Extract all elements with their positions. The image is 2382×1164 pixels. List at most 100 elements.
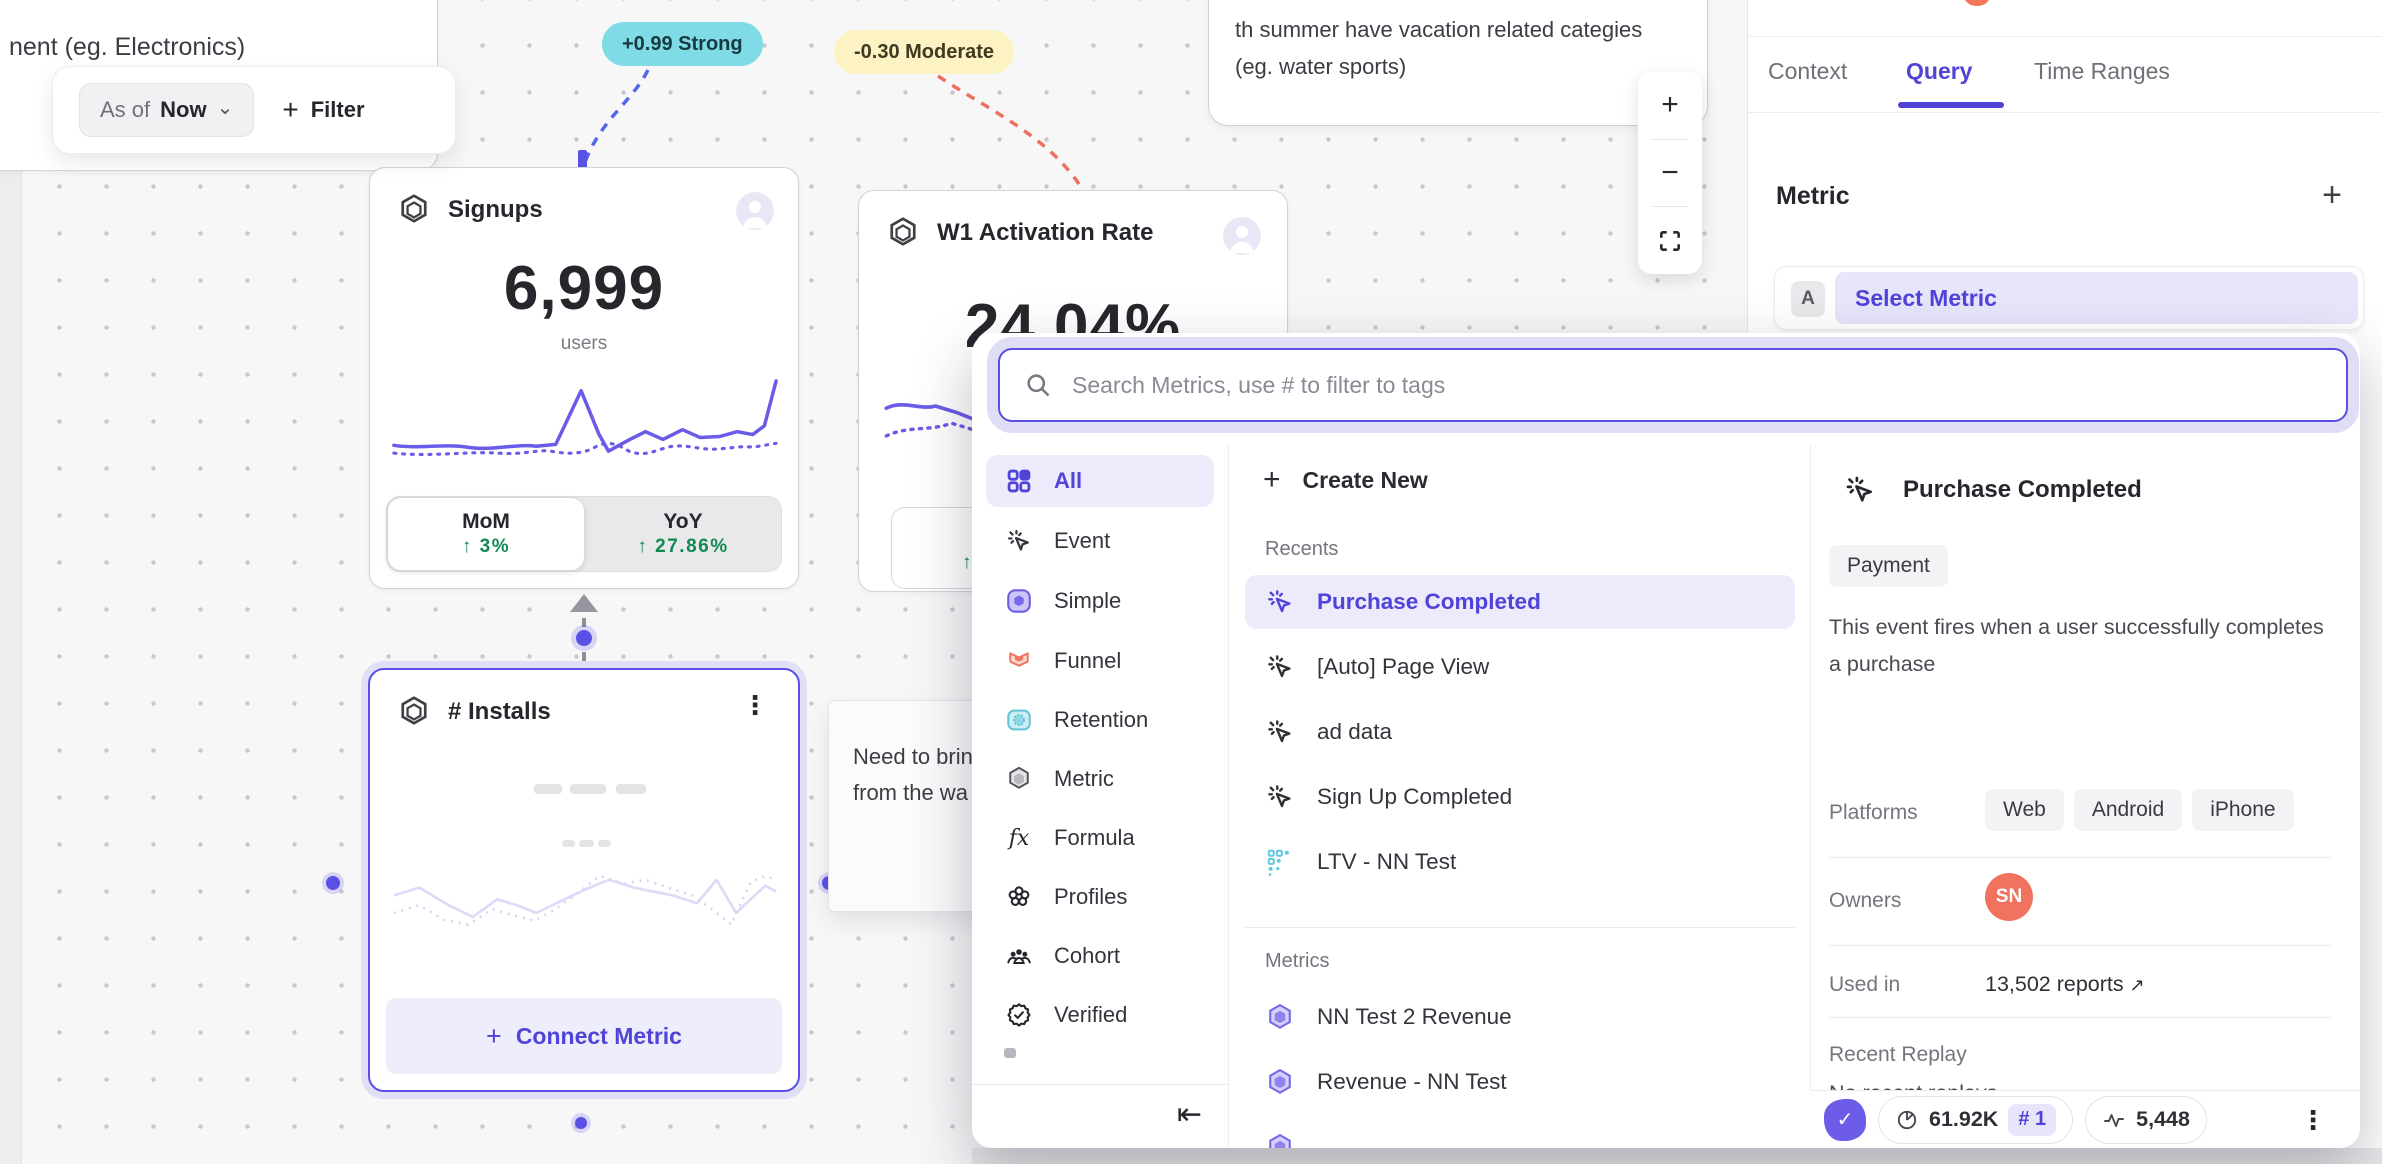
card-title: W1 Activation Rate [937, 219, 1154, 246]
event-icon [1268, 785, 1291, 808]
category-verified[interactable]: Verified [986, 989, 1214, 1041]
metric-card-installs[interactable]: # Installs ⋮ + Connect Metric [368, 668, 800, 1092]
retention-grid-icon [1267, 849, 1289, 876]
connect-metric-button[interactable]: + Connect Metric [386, 998, 782, 1074]
owner-avatar[interactable]: SN [1985, 873, 2033, 921]
list-item-sign-up-completed[interactable]: Sign Up Completed [1245, 770, 1795, 824]
category-label: Simple [1054, 588, 1122, 613]
tab-query[interactable]: Query [1906, 58, 1973, 84]
funnel-icon [1004, 646, 1034, 676]
list-item-auto-page-view[interactable]: [Auto] Page View [1245, 640, 1795, 694]
sparkline-chart [392, 379, 778, 457]
metric-hexagon-icon [401, 194, 427, 223]
used-in-reports-link[interactable]: 13,502 reports ↗ [1985, 972, 2145, 996]
add-filter-button[interactable]: + Filter [282, 94, 364, 126]
detail-description: This event fires when a user successfull… [1829, 615, 2324, 676]
category-metric[interactable]: Metric [986, 753, 1214, 805]
event-icon [1268, 655, 1291, 678]
category-simple[interactable]: Simple [986, 575, 1214, 627]
category-formula[interactable]: fx Formula [986, 812, 1214, 864]
tab-mom[interactable]: MoM ↑ 3% [387, 497, 585, 571]
category-column: All Event Simple Funnel [972, 445, 1228, 1148]
collapse-panel-icon[interactable]: ⇤ [1176, 1098, 1202, 1131]
metrics-header: Metrics [1265, 950, 1330, 972]
profiles-icon [1004, 882, 1034, 912]
column-divider [1228, 445, 1229, 1148]
list-item-label: [Auto] Page View [1317, 654, 1490, 679]
used-in-label: Used in [1829, 973, 1901, 996]
search-input[interactable] [1072, 371, 2322, 399]
category-cohort[interactable]: Cohort [986, 930, 1214, 982]
category-label: Formula [1054, 825, 1135, 850]
left-edge-sliver [0, 0, 22, 1164]
list-item-revenue-nn-test[interactable]: Revenue - NN Test [1245, 1055, 1795, 1109]
simple-icon [1004, 586, 1034, 616]
sparkline-chart [884, 403, 1004, 438]
list-item-label: Sign Up Completed [1317, 784, 1513, 809]
clipped-category-icon [1004, 1048, 1016, 1058]
list-item-nn-test-2-revenue[interactable]: NN Test 2 Revenue [1245, 990, 1795, 1044]
usage-count-pill[interactable]: 61.92K # 1 [1878, 1095, 2074, 1144]
connect-metric-label: Connect Metric [515, 1022, 682, 1049]
rank-badge: # 1 [2008, 1103, 2057, 1136]
filter-label: Filter [310, 97, 365, 122]
note-card-summer[interactable]: th summer have vacation related categies… [1208, 0, 1708, 126]
metric-value: 6,999 [503, 254, 665, 323]
correlation-badge-strong[interactable]: +0.99 Strong [602, 22, 763, 66]
metric-hexagon-icon [1269, 1003, 1291, 1029]
badge-text: +0.99 Strong [622, 32, 743, 55]
as-of-dropdown[interactable]: As of Now ⌄ [79, 83, 255, 137]
platform-chip: Android [2073, 789, 2183, 831]
card-connector-stub [578, 150, 587, 169]
category-retention[interactable]: Retention [986, 694, 1214, 746]
select-metric-field[interactable]: Select Metric [1835, 272, 2358, 324]
category-profiles[interactable]: Profiles [986, 871, 1214, 923]
pulse-icon [2104, 1113, 2125, 1127]
event-icon [1004, 526, 1034, 556]
create-new-button[interactable]: + Create New [1263, 463, 1428, 497]
event-icon [1268, 720, 1291, 743]
avatar [1223, 217, 1261, 255]
category-label: Retention [1054, 707, 1149, 732]
zoom-out-button[interactable]: − [1661, 156, 1679, 189]
metric-query-row[interactable]: A Select Metric [1774, 266, 2364, 330]
zoom-in-button[interactable]: + [1661, 88, 1679, 122]
footer-menu-button[interactable]: ⋮ [2300, 1104, 2326, 1135]
tab-context[interactable]: Context [1768, 58, 1848, 84]
tab-time-ranges[interactable]: Time Ranges [2034, 58, 2170, 84]
plus-icon: + [486, 1020, 502, 1051]
verified-seal-icon[interactable]: ✓ [1824, 1098, 1866, 1141]
list-item-ad-data[interactable]: ad data [1245, 705, 1795, 759]
category-label: Event [1054, 528, 1111, 553]
event-volume-pill[interactable]: 5,448 [2085, 1095, 2207, 1144]
category-all[interactable]: All [986, 455, 1214, 507]
owners-label: Owners [1829, 889, 1902, 912]
chevron-down-icon: ⌄ [216, 96, 234, 119]
list-item-label: Purchase Completed [1317, 589, 1541, 614]
event-icon [1846, 476, 1872, 502]
category-event[interactable]: Event [986, 515, 1214, 567]
arrow-upright-icon: ↗ [2129, 975, 2145, 995]
tag-chip[interactable]: Payment [1829, 545, 1948, 587]
note-text: nent (eg. Electronics) [9, 33, 246, 61]
category-funnel[interactable]: Funnel [986, 635, 1214, 687]
metric-hexagon-icon [1269, 1133, 1291, 1148]
metric-card-signups[interactable]: Signups 6,999 users MoM ↑ 3% YoY ↑ 27.86… [369, 167, 799, 589]
active-tab-underline [1898, 102, 2004, 108]
plus-icon: + [282, 94, 299, 125]
fullscreen-icon [1660, 230, 1680, 251]
fullscreen-button[interactable] [1638, 207, 1702, 274]
list-item-clipped[interactable] [1245, 1120, 1795, 1148]
as-of-value: Now [160, 97, 207, 122]
card-menu-button[interactable]: ⋮ [742, 690, 768, 720]
list-item-purchase-completed[interactable]: Purchase Completed [1245, 575, 1795, 629]
recents-header: Recents [1265, 538, 1339, 560]
category-label: Verified [1054, 1002, 1128, 1027]
canvas-toolbar: As of Now ⌄ + Filter [52, 66, 456, 154]
metric-detail-panel: Purchase Completed Payment This event fi… [1811, 445, 2360, 1090]
add-metric-button[interactable]: + [2322, 176, 2342, 214]
tab-yoy[interactable]: YoY ↑ 27.86% [585, 497, 781, 571]
column-divider [1810, 445, 1811, 1090]
correlation-badge-moderate[interactable]: -0.30 Moderate [834, 30, 1015, 74]
list-item-ltv-nn-test[interactable]: LTV - NN Test [1245, 835, 1795, 889]
